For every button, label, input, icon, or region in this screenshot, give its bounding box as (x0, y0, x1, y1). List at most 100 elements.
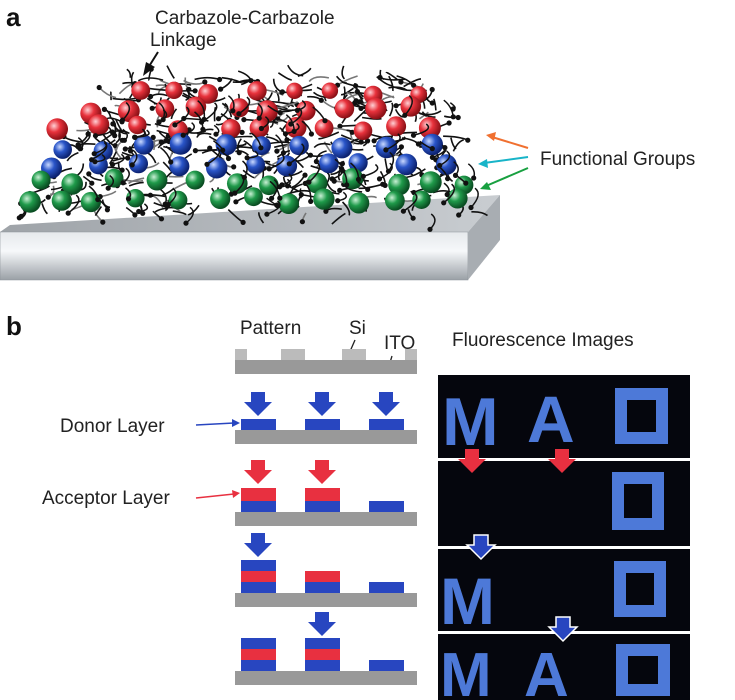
functional-group-sphere (61, 173, 83, 195)
glow-letter-a: A (524, 641, 569, 700)
chain-end (163, 138, 169, 144)
functional-group-sphere (244, 187, 263, 207)
si-label: Si (349, 318, 366, 339)
chain-end (232, 190, 238, 196)
functional-group-sphere (169, 156, 190, 177)
chain-end (308, 131, 314, 137)
functional-group-sphere (289, 135, 309, 156)
polymer-chain (388, 102, 394, 117)
schematic-row-5 (235, 612, 417, 685)
polymer-chain (421, 111, 436, 118)
polymer-chain (172, 210, 187, 216)
polymer-chain (67, 194, 80, 214)
functional-group-sphere (104, 168, 124, 188)
functional-group-sphere (276, 155, 298, 177)
polymer-chain (341, 65, 346, 80)
polymer-chain (41, 203, 48, 215)
chain-end (337, 187, 343, 193)
chain-end (202, 79, 208, 85)
donor-pointer (195, 422, 235, 426)
polymer-chain (297, 67, 312, 77)
chain-end (240, 219, 246, 225)
donor-arrow-icon (547, 616, 579, 643)
chain-end (337, 123, 343, 129)
functional-group-sphere (88, 114, 110, 136)
polymer-chain (308, 161, 321, 183)
functional-group-sphere (185, 96, 207, 118)
functional-group-sphere (447, 188, 468, 209)
polymer-chain (305, 151, 324, 158)
panel-b-letter: b (6, 311, 22, 341)
chain-end (149, 105, 155, 111)
chain-end (156, 119, 162, 125)
chain-end (89, 180, 95, 186)
donor-pad (369, 419, 404, 430)
chain-end (429, 154, 435, 160)
functional-group-sphere (46, 118, 68, 140)
chain-end (329, 176, 335, 182)
functional-group-sphere (348, 153, 368, 173)
arrow-blue-group (483, 156, 529, 164)
polymer-chain (285, 122, 300, 135)
chain-end (280, 150, 287, 156)
chain-end (100, 219, 106, 225)
polymer-chain (166, 65, 175, 79)
functional-group-sphere (128, 154, 148, 174)
polymer-chain (150, 93, 169, 98)
linkage-label-line2: Linkage (150, 30, 217, 51)
polymer-chain (112, 153, 125, 166)
chain-end (104, 207, 110, 213)
acceptor-arrow-icon (244, 460, 272, 484)
pattern-label: Pattern (240, 318, 301, 339)
chain-end (383, 147, 389, 153)
polymer-chain (257, 212, 265, 224)
chain-end (468, 204, 474, 211)
chain-end (231, 164, 237, 170)
chain-end (192, 88, 198, 94)
polymer-chain (384, 158, 389, 171)
donor-arrow-icon (465, 534, 497, 561)
functional-group-sphere (318, 153, 339, 174)
chain-end (158, 216, 165, 222)
functional-group-sphere (31, 170, 51, 190)
chain-end (398, 79, 404, 85)
polymer-chain (432, 144, 446, 159)
schematic-row-4 (235, 533, 417, 607)
polymer-chain (98, 86, 117, 99)
polymer-chain (137, 77, 164, 82)
chain-end (446, 120, 452, 126)
chain-end (162, 201, 168, 207)
polymer-chain (170, 108, 178, 120)
polymer-chain (385, 71, 398, 80)
polymer-chain (75, 163, 85, 177)
chain-end (286, 161, 292, 167)
chain-end (258, 145, 264, 151)
polymer-chain (276, 101, 299, 109)
polymer-chain (126, 68, 132, 78)
chain-end (132, 134, 138, 140)
chain-end (136, 208, 142, 215)
polymer-chain (443, 183, 455, 204)
chain-end (200, 126, 206, 132)
chain-end (215, 116, 222, 122)
glow-letter-a: A (527, 382, 575, 456)
donor-layer-label: Donor Layer (60, 416, 165, 437)
chain-end (122, 146, 128, 152)
polymer-chain (183, 117, 209, 122)
chain-end (429, 146, 435, 152)
polymer-chain (266, 136, 280, 143)
functional-group-sphere (128, 115, 147, 135)
functional-group-sphere (19, 191, 41, 213)
functional-group-sphere (418, 116, 441, 139)
polymer-chain (341, 201, 351, 216)
chain-end (358, 105, 364, 111)
chain-end (129, 162, 135, 168)
chain-end (150, 134, 156, 140)
chain-end (306, 179, 312, 185)
glow-letter-m: M (440, 641, 492, 700)
chain-end (376, 176, 383, 182)
chain-end (91, 151, 97, 157)
donor-pad (305, 419, 340, 430)
polymer-chain (162, 188, 175, 196)
donor-arrow-icon (244, 533, 272, 557)
